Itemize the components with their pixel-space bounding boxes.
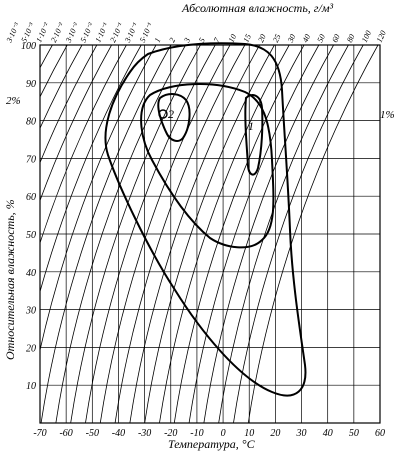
absolute-humidity-tick-labels: 3·10⁻³5·10⁻³1·10⁻²2·10⁻²3·10⁻²5·10⁻²1·10… bbox=[4, 21, 388, 45]
x-tick-label: -50 bbox=[86, 428, 99, 439]
absolute-humidity-curve bbox=[55, 45, 186, 423]
x-tick-label: -10 bbox=[190, 428, 203, 439]
y-tick-label: 70 bbox=[26, 154, 36, 165]
x-tick-label: -20 bbox=[164, 428, 177, 439]
abs-humidity-tick-label: 100 bbox=[360, 29, 373, 44]
region-1-label: 1 bbox=[248, 119, 254, 133]
region-2-boundary bbox=[157, 93, 191, 142]
absolute-humidity-curve bbox=[247, 45, 379, 423]
absolute-humidity-curve bbox=[40, 45, 112, 202]
absolute-humidity-curve bbox=[159, 45, 290, 423]
abs-humidity-tick-label: 120 bbox=[375, 29, 388, 44]
abs-humidity-tick-label: 7 bbox=[212, 36, 222, 44]
grid-lines bbox=[40, 45, 380, 423]
absolute-humidity-curve bbox=[40, 45, 172, 423]
absolute-humidity-curve bbox=[114, 45, 246, 423]
absolute-humidity-curve bbox=[173, 45, 305, 423]
x-tick-label: 20 bbox=[270, 428, 280, 439]
region-1-boundary bbox=[244, 94, 264, 176]
y-tick-label: 90 bbox=[26, 79, 36, 90]
abs-humidity-tick-label: 3·10⁻² bbox=[63, 21, 81, 45]
x-tick-labels: -70 -60 -50 -40 -30 -20 -10 0 10 20 30 40 50 60 bbox=[33, 428, 385, 439]
x-tick-label: 40 bbox=[323, 428, 333, 439]
y-tick-label: 20 bbox=[26, 343, 36, 354]
top-axis-title: Абсолютная влажность, г/м³ bbox=[181, 1, 333, 15]
absolute-humidity-curve bbox=[203, 45, 334, 423]
inner-region-boundary bbox=[140, 83, 275, 249]
x-tick-label: 0 bbox=[221, 428, 226, 439]
y-tick-label: 60 bbox=[26, 192, 36, 203]
abs-humidity-tick-label: 40 bbox=[301, 33, 313, 44]
abs-humidity-tick-label: 5 bbox=[197, 36, 207, 43]
absolute-humidity-curve bbox=[40, 45, 83, 130]
abs-humidity-tick-label: 25 bbox=[271, 33, 283, 44]
absolute-humidity-curve bbox=[144, 45, 275, 423]
absolute-humidity-curve bbox=[40, 45, 157, 353]
x-tick-label: 10 bbox=[244, 428, 254, 439]
left-percent-label: 2% bbox=[6, 95, 21, 107]
absolute-humidity-curve bbox=[70, 45, 201, 423]
abs-humidity-tick-label: 20 bbox=[256, 33, 268, 44]
x-tick-label: 60 bbox=[375, 428, 385, 439]
y-tick-label: 40 bbox=[26, 268, 36, 279]
abs-humidity-tick-label: 3·10⁻¹ bbox=[123, 21, 141, 45]
absolute-humidity-curve bbox=[40, 45, 98, 164]
abs-humidity-tick-label: 3·10⁻³ bbox=[4, 21, 22, 45]
right-percent-label: 1% bbox=[380, 109, 395, 121]
y-tick-label: 50 bbox=[26, 230, 36, 241]
abs-humidity-tick-label: 1 bbox=[153, 36, 163, 43]
y-tick-labels: 10 20 30 40 50 60 70 80 90 100 bbox=[21, 41, 36, 392]
abs-humidity-tick-label: 30 bbox=[285, 33, 297, 45]
y-tick-label: 100 bbox=[21, 41, 36, 52]
x-tick-label: -40 bbox=[112, 428, 125, 439]
absolute-humidity-curve bbox=[129, 45, 260, 423]
region-2-marker-circle bbox=[158, 109, 168, 119]
absolute-humidity-curve bbox=[188, 45, 320, 423]
y-tick-label: 30 bbox=[25, 306, 36, 317]
x-tick-label: 50 bbox=[349, 428, 359, 439]
absolute-humidity-curves bbox=[40, 45, 379, 423]
x-tick-label: -70 bbox=[33, 428, 46, 439]
absolute-humidity-curve bbox=[85, 45, 216, 423]
abs-humidity-tick-label: 3 bbox=[182, 36, 192, 44]
abs-humidity-tick-label: 60 bbox=[330, 33, 342, 44]
region-2-label: 2 bbox=[168, 107, 174, 121]
absolute-humidity-curve bbox=[218, 45, 349, 423]
abs-humidity-tick-label: 80 bbox=[345, 33, 357, 44]
y-tick-label: 10 bbox=[26, 381, 36, 392]
y-axis-label: Относительная влажность, % bbox=[3, 199, 17, 360]
absolute-humidity-curve bbox=[99, 45, 231, 423]
x-tick-label: -60 bbox=[59, 428, 72, 439]
abs-humidity-tick-label: 15 bbox=[241, 33, 253, 44]
region-boundaries bbox=[104, 42, 307, 397]
absolute-humidity-curve bbox=[40, 45, 127, 245]
y-tick-label: 80 bbox=[26, 117, 36, 128]
x-tick-label: -30 bbox=[138, 428, 151, 439]
abs-humidity-tick-label: 2 bbox=[167, 36, 177, 43]
abs-humidity-tick-label: 50 bbox=[315, 33, 327, 44]
abs-humidity-tick-label: 10 bbox=[227, 33, 239, 44]
outer-region-boundary bbox=[104, 42, 307, 397]
absolute-humidity-curve bbox=[40, 45, 142, 294]
x-axis-label: Температура, °C bbox=[168, 437, 256, 451]
absolute-humidity-curve bbox=[233, 45, 364, 423]
x-tick-label: 30 bbox=[296, 428, 307, 439]
